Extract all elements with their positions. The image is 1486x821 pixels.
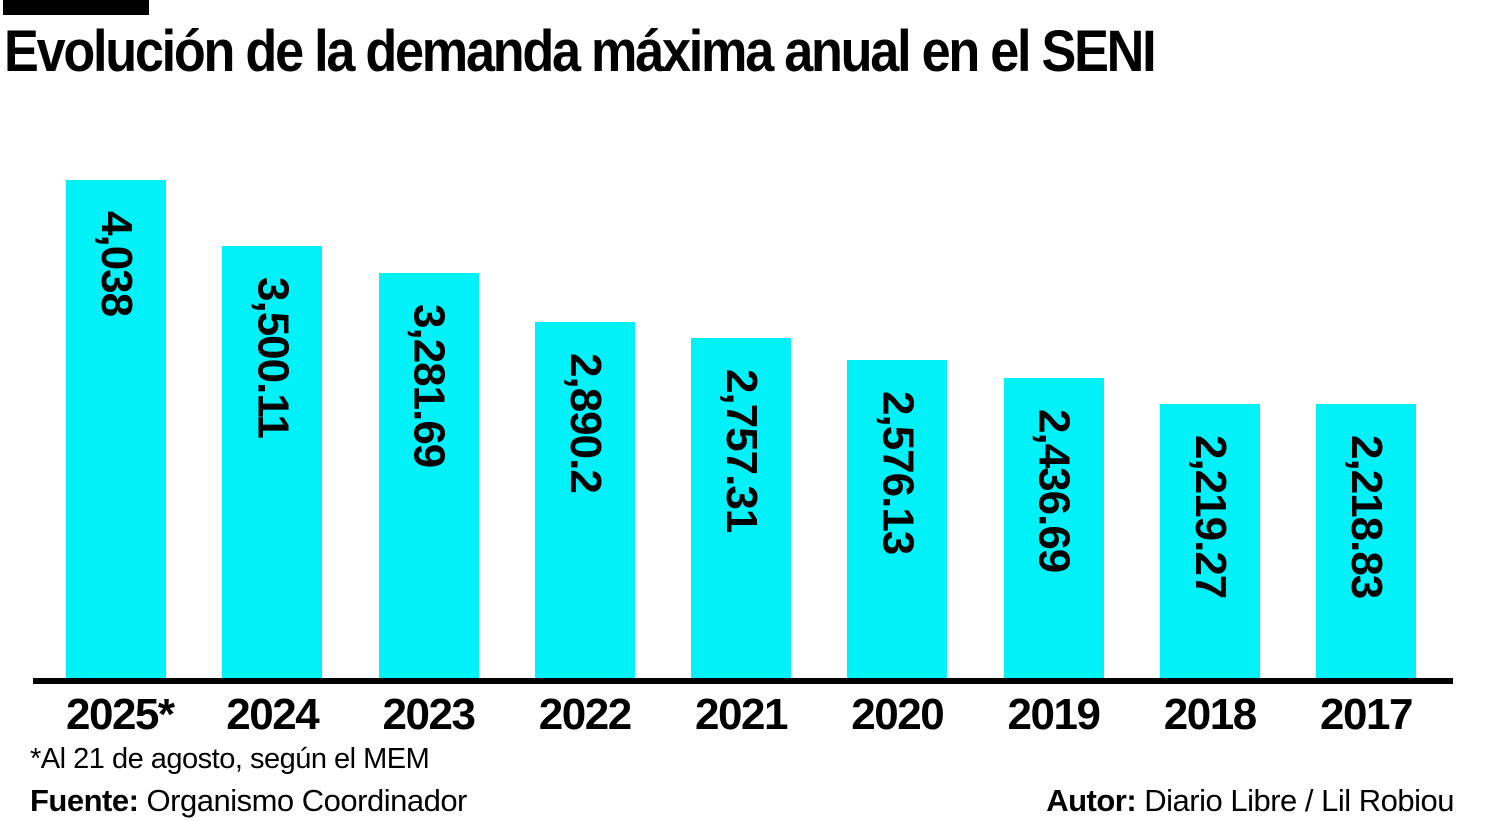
- x-axis-label: 2022: [538, 690, 632, 739]
- bar-value-label: 2,436.69: [1029, 408, 1079, 572]
- source-value: Organismo Coordinador: [138, 783, 468, 818]
- bar-2022: 2,890.2: [534, 321, 635, 678]
- bar-column-2018: 2,219.27: [1159, 180, 1260, 678]
- header-accent-tab: [3, 0, 149, 15]
- x-axis-label: 2023: [382, 690, 476, 739]
- bar-column-2019: 2,436.69: [1003, 180, 1104, 678]
- x-axis-label: 2019: [1007, 690, 1101, 739]
- bar-2019: 2,436.69: [1003, 377, 1104, 678]
- source-credit: Fuente: Organismo Coordinador: [30, 783, 467, 819]
- author-value: Diario Libre / Lil Robiou: [1136, 783, 1454, 818]
- bar-column-2025*: 4,038: [66, 180, 166, 678]
- bar-value-label: 2,757.31: [717, 368, 766, 533]
- credits-row: Fuente: Organismo Coordinador Autor: Dia…: [30, 783, 1454, 819]
- x-axis-label: 2024: [226, 690, 319, 739]
- chart-footnote: *Al 21 de agosto, según el MEM: [30, 743, 430, 775]
- bar-2021: 2,757.31: [691, 337, 791, 678]
- source-label: Fuente:: [30, 783, 139, 818]
- bars: 4,038 3,500.11 3,281.69 2,890.2 2,757.31 2,57…: [66, 180, 1416, 678]
- chart-title: Evolución de la demanda máxima anual en …: [4, 19, 1157, 84]
- bar-2024: 3,500.11: [222, 246, 323, 678]
- bar-column-2017: 2,218.83: [1316, 180, 1416, 678]
- x-axis-label: 2020: [851, 690, 944, 739]
- bar-2020: 2,576.13: [847, 360, 948, 678]
- bar-column-2021: 2,757.31: [691, 180, 791, 678]
- bar-value-label: 2,219.27: [1185, 435, 1235, 599]
- x-axis-label: 2025*: [66, 690, 175, 739]
- x-axis-label: 2017: [1320, 690, 1413, 739]
- x-axis-label: 2018: [1163, 690, 1257, 739]
- bar-column-2022: 2,890.2: [534, 180, 635, 678]
- bar-2018: 2,219.27: [1159, 404, 1260, 678]
- bar-2017: 2,218.83: [1316, 404, 1416, 678]
- bar-value-label: 4,038: [92, 211, 141, 317]
- bar-column-2024: 3,500.11: [222, 180, 323, 678]
- author-credit: Autor: Diario Libre / Lil Robiou: [1046, 783, 1454, 819]
- author-label: Autor:: [1046, 783, 1137, 818]
- bar-value-label: 2,576.13: [873, 391, 923, 555]
- bar-value-label: 2,890.2: [560, 352, 610, 493]
- bar-column-2023: 3,281.69: [378, 180, 479, 678]
- bar-2023: 3,281.69: [378, 273, 479, 678]
- bar-column-2020: 2,576.13: [847, 180, 948, 678]
- x-axis-labels: 2025* 2024 2023 2022 2021 2020 2019 2018 2017: [66, 690, 1416, 740]
- x-axis-line: [33, 678, 1453, 684]
- bar-value-label: 3,281.69: [404, 304, 454, 468]
- x-axis-label: 2021: [695, 690, 788, 739]
- bar-2025*: 4,038: [66, 180, 166, 678]
- bar-value-label: 2,218.83: [1342, 435, 1391, 599]
- bar-value-label: 3,500.11: [248, 277, 298, 439]
